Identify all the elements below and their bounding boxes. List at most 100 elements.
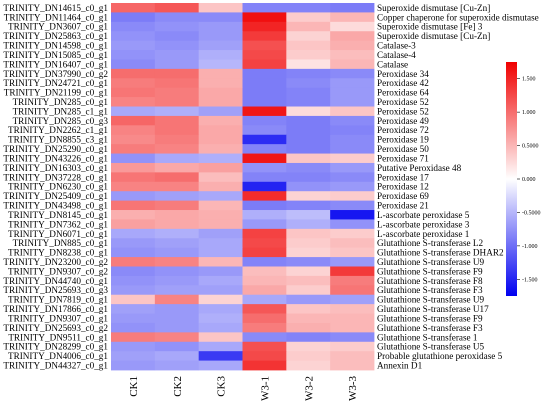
- heatmap-cell: [242, 257, 287, 267]
- heatmap-cell: [154, 247, 200, 258]
- heatmap-cell: [111, 3, 156, 13]
- heatmap-cell: [286, 12, 331, 23]
- heatmap-cell: [198, 115, 243, 126]
- heatmap-cell: [330, 275, 375, 286]
- heatmap-cell: [111, 247, 156, 258]
- heatmap-cell: [154, 21, 200, 32]
- row-annotation-label: Peroxidase 21: [377, 201, 429, 211]
- row-id-label: TRINITY_DN14615_c0_g1: [3, 3, 108, 13]
- heatmap-cell: [154, 322, 200, 333]
- heatmap-cell: [198, 21, 243, 32]
- row-annotation-label: Glutathione S-transferase F9: [377, 266, 483, 276]
- heatmap-cell: [154, 59, 200, 70]
- heatmap-cell: [286, 162, 331, 173]
- row-id-label: TRINITY_DN43498_c0_g1: [3, 201, 108, 211]
- heatmap-cell: [111, 87, 156, 98]
- heatmap-cell: [111, 181, 156, 192]
- heatmap-cell: [198, 304, 243, 314]
- heatmap-cell: [286, 40, 331, 51]
- heatmap-cell: [242, 87, 287, 98]
- heatmap-cell: [154, 172, 200, 183]
- heatmap-cell: [286, 87, 331, 98]
- heatmap-cell: [242, 21, 287, 32]
- heatmap-cell: [198, 191, 243, 202]
- row-annotation-label: Glutathione S-transferase F3: [377, 323, 483, 333]
- column-label: W3-1: [259, 376, 271, 401]
- heatmap-cell: [154, 3, 200, 13]
- row-annotation-label: Glutathione S-transferase U17: [377, 304, 489, 314]
- heatmap-cell: [111, 332, 156, 343]
- row-id-label: TRINITY_DN8238_c0_g1: [8, 248, 108, 258]
- heatmap-cell: [111, 106, 156, 117]
- heatmap-cell: [242, 332, 287, 343]
- heatmap-cell: [330, 228, 375, 239]
- heatmap-cell: [330, 304, 375, 314]
- row-annotation-label: Glutathione S-transferase F3: [377, 285, 483, 295]
- heatmap-cell: [154, 50, 200, 60]
- heatmap-cell: [330, 97, 375, 107]
- heatmap-cell: [242, 210, 287, 220]
- heatmap-cell: [330, 134, 375, 145]
- heatmap-cell: [198, 153, 243, 164]
- column-labels: CK1 CK2 CK3 W3-1 W3-2 W3-3: [128, 376, 359, 402]
- row-id-label: TRINITY_DN28299_c0_g1: [3, 342, 108, 352]
- heatmap-cell: [286, 228, 331, 239]
- heatmap-cell: [154, 134, 200, 145]
- heatmap-cell: [111, 68, 156, 79]
- heatmap-cell: [111, 40, 156, 51]
- heatmap-cell: [111, 31, 156, 42]
- row-id-labels: TRINITY_DN14615_c0_g1TRINITY_DN11464_c0_…: [3, 3, 108, 371]
- heatmap-cell: [286, 191, 331, 202]
- heatmap-cell: [111, 313, 156, 324]
- heatmap-cell: [286, 360, 331, 371]
- row-annotation-label: Superoxide dismutase [Cu-Zn]: [377, 3, 490, 13]
- heatmap-cell: [330, 219, 375, 230]
- row-id-label: TRINITY_DN2262_c1_g1: [8, 125, 108, 135]
- heatmap-cell: [242, 115, 287, 126]
- heatmap-cell: [330, 313, 375, 324]
- row-id-label: TRINITY_DN43226_c0_g1: [3, 153, 108, 163]
- heatmap-cell: [242, 97, 287, 107]
- row-annotation-label: Glutathione S-transferase L2: [377, 238, 484, 248]
- heatmap-cell: [154, 78, 200, 89]
- heatmap-cell: [330, 153, 375, 164]
- heatmap-cell: [111, 275, 156, 286]
- row-annotation-label: Catalase: [377, 59, 408, 69]
- heatmap-cell: [330, 341, 375, 352]
- row-annotation-label: L-ascorbate peroxidase 3: [377, 219, 470, 229]
- heatmap-cell: [198, 125, 243, 136]
- heatmap-cell: [286, 210, 331, 220]
- heatmap-cell: [198, 351, 243, 361]
- row-annotation-label: Peroxidase 34: [377, 69, 429, 79]
- heatmap-cell: [286, 172, 331, 183]
- row-id-label: TRINITY_DN17866_c0_g1: [3, 304, 108, 314]
- row-annotation-label: Peroxidase 64: [377, 88, 429, 98]
- heatmap-cell: [111, 50, 156, 60]
- row-id-label: TRINITY_DN15085_c0_g1: [3, 50, 108, 60]
- heatmap-cell: [111, 162, 156, 173]
- row-id-label: TRINITY_DN25409_c0_g1: [3, 191, 108, 201]
- heatmap-cell: [330, 59, 375, 70]
- heatmap-cell: [286, 219, 331, 230]
- row-annotation-label: Glutathione S-transferase F9: [377, 313, 483, 323]
- heatmap-cell: [111, 125, 156, 136]
- row-annotation-label: Superoxide dismutase [Cu-Zn]: [377, 31, 490, 41]
- heatmap-cell: [154, 181, 200, 192]
- heatmap-cell: [198, 341, 243, 352]
- heatmap-cell: [330, 3, 375, 13]
- heatmap-cell: [330, 21, 375, 32]
- column-label: CK2: [172, 376, 184, 397]
- row-id-label: TRINITY_DN6071_c0_g1: [8, 229, 108, 239]
- heatmap-cell: [330, 210, 375, 220]
- heatmap-cell: [111, 228, 156, 239]
- colorbar-tick-label: 1.000: [522, 110, 536, 116]
- row-annotation-label: Peroxidase 17: [377, 172, 429, 182]
- heatmap-cell: [330, 285, 375, 296]
- heatmap-cell: [330, 257, 375, 267]
- row-id-label: TRINITY_DN6230_c0_g1: [8, 182, 108, 192]
- row-annotation-labels: Superoxide dismutase [Cu-Zn]Copper chape…: [377, 3, 539, 371]
- heatmap-cell: [286, 78, 331, 89]
- heatmap-cell: [286, 351, 331, 361]
- row-annotation-label: L-ascorbate peroxidase 1: [377, 229, 470, 239]
